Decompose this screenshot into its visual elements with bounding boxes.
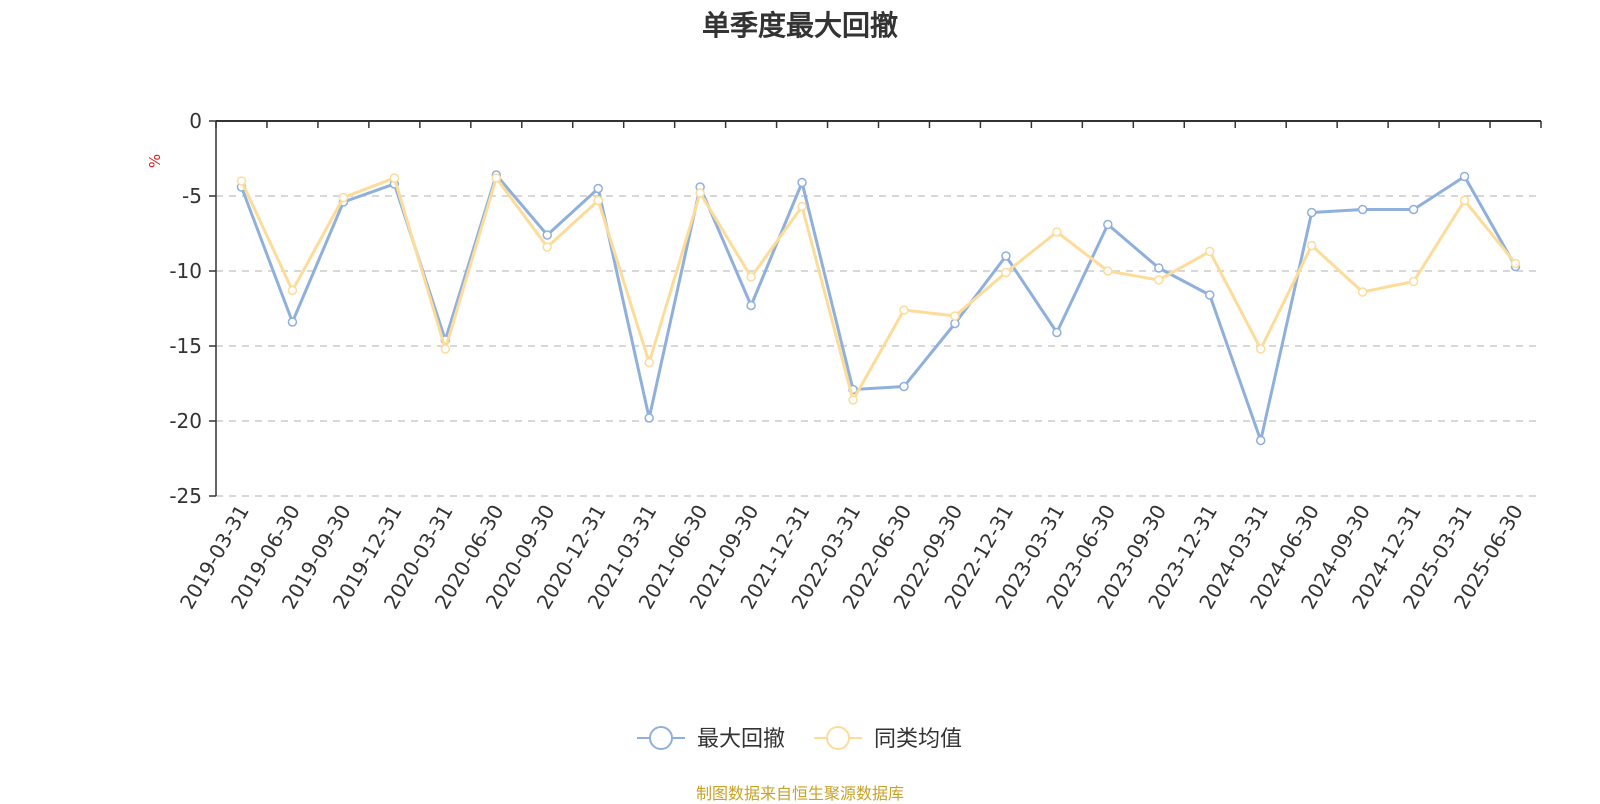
series-point-1: [1103, 266, 1113, 276]
series-line-1: [240, 176, 1517, 402]
series-point-1: [236, 176, 247, 186]
line-chart: 0-5-10-15-20-25%2019-03-312019-06-302019…: [146, 109, 1542, 752]
y-tick-label: -15: [169, 334, 202, 358]
series-point-0: [1205, 290, 1215, 300]
series-point-1: [848, 395, 858, 405]
series-point-0: [1103, 219, 1113, 230]
series-point-0: [1154, 263, 1164, 273]
series-point-1: [338, 192, 349, 203]
series-point-1: [1255, 344, 1266, 354]
series-point-1: [1408, 276, 1419, 287]
series-point-0: [1408, 204, 1419, 215]
chart-title: 单季度最大回撤: [701, 9, 898, 42]
series-point-0: [287, 317, 298, 327]
series-point-1: [491, 173, 502, 183]
series-point-0: [1052, 327, 1062, 338]
y-tick-label: -25: [169, 484, 202, 508]
series-point-1: [1510, 258, 1521, 269]
series-point-0: [542, 230, 552, 240]
series-point-1: [1306, 240, 1317, 251]
legend-symbol-marker: [826, 726, 850, 750]
series-point-1: [797, 201, 807, 212]
series-point-1: [1052, 227, 1062, 237]
series-point-0: [1306, 207, 1317, 218]
series-line-0: [240, 173, 1517, 442]
y-axis-unit: %: [146, 154, 164, 168]
legend-label: 最大回撤: [697, 727, 785, 752]
series-point-1: [287, 285, 298, 296]
series-point-1: [440, 344, 451, 354]
series-point-1: [389, 173, 400, 183]
source-note: 制图数据来自恒生聚源数据库: [695, 784, 904, 803]
series-point-1: [542, 242, 552, 252]
series-point-1: [1001, 267, 1011, 278]
y-tick-label: 0: [189, 109, 202, 133]
series-point-0: [1001, 251, 1011, 261]
legend-symbol-marker: [649, 726, 673, 750]
series-point-0: [1255, 435, 1266, 446]
series-point-1: [899, 305, 909, 315]
series-point-0: [644, 413, 654, 423]
series-point-1: [950, 311, 960, 321]
series-point-1: [695, 188, 705, 198]
y-tick-label: -5: [182, 184, 202, 208]
series-point-0: [797, 177, 807, 188]
series-point-0: [746, 300, 756, 311]
legend-label: 同类均值: [874, 727, 962, 752]
series-point-1: [1357, 287, 1368, 297]
series-point-1: [644, 357, 654, 368]
series-point-0: [1459, 171, 1470, 182]
series-point-1: [1205, 246, 1215, 257]
series-point-1: [1459, 195, 1470, 206]
y-tick-label: -20: [169, 409, 202, 433]
series-point-1: [593, 195, 603, 206]
series-point-1: [746, 272, 756, 282]
series-point-0: [593, 183, 603, 194]
y-tick-label: -10: [169, 259, 202, 283]
series-point-0: [899, 381, 909, 392]
series-point-0: [1357, 204, 1368, 215]
series-point-1: [1154, 275, 1164, 285]
